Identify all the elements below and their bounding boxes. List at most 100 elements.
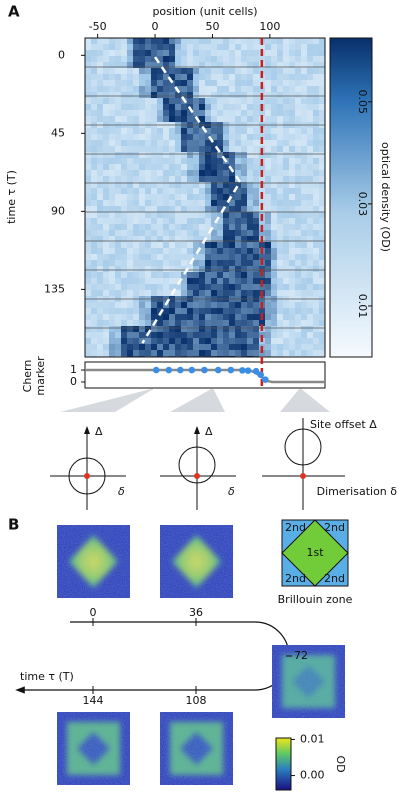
heat-cell (175, 164, 181, 170)
heat-cell (151, 50, 157, 56)
heat-cell (283, 116, 289, 122)
heat-cell (109, 170, 115, 176)
heat-cell (313, 98, 319, 104)
heat-cell (295, 116, 301, 122)
heat-cell (169, 344, 175, 350)
heat-cell (91, 254, 97, 260)
heat-cell (199, 338, 205, 344)
heat-cell (205, 200, 211, 206)
heat-cell (175, 134, 181, 140)
heat-cell (223, 110, 229, 116)
heat-cell (277, 74, 283, 80)
heat-cell (181, 200, 187, 206)
heat-cell (193, 164, 199, 170)
heat-cell (169, 248, 175, 254)
heat-cell (205, 68, 211, 74)
heat-cell (85, 140, 91, 146)
heat-cell (103, 80, 109, 86)
heat-cell (85, 278, 91, 284)
heat-cell (121, 50, 127, 56)
heat-cell (313, 278, 319, 284)
heat-cell (319, 116, 325, 122)
heat-cell (151, 194, 157, 200)
heat-cell (277, 50, 283, 56)
heat-cell (247, 272, 253, 278)
heat-cell (115, 302, 121, 308)
heat-cell (295, 224, 301, 230)
heat-cell (313, 344, 319, 350)
heat-cell (235, 74, 241, 80)
noise (57, 525, 130, 598)
heat-cell (187, 68, 193, 74)
heat-cell (223, 260, 229, 266)
heat-cell (235, 158, 241, 164)
heat-cell (265, 242, 271, 248)
heat-cell (271, 146, 277, 152)
heat-cell (319, 206, 325, 212)
heat-cell (319, 236, 325, 242)
heat-cell (181, 260, 187, 266)
heat-cell (211, 110, 217, 116)
heat-cell (319, 92, 325, 98)
chern-point (188, 366, 196, 374)
heat-cell (271, 218, 277, 224)
heat-cell (205, 218, 211, 224)
heat-cell (133, 50, 139, 56)
heat-cell (127, 338, 133, 344)
heat-cell (91, 140, 97, 146)
heat-cell (163, 164, 169, 170)
heat-cell (205, 338, 211, 344)
heat-cell (145, 98, 151, 104)
heat-cell (121, 200, 127, 206)
heat-cell (115, 62, 121, 68)
heat-cell (277, 128, 283, 134)
heat-cell (307, 62, 313, 68)
heat-cell (307, 290, 313, 296)
heat-cell (145, 188, 151, 194)
heat-cell (295, 284, 301, 290)
heat-cell (301, 218, 307, 224)
heat-cell (283, 146, 289, 152)
heat-cell (169, 110, 175, 116)
heat-cell (97, 146, 103, 152)
heat-cell (85, 164, 91, 170)
heat-cell (85, 134, 91, 140)
heat-cell (151, 92, 157, 98)
heat-cell (121, 206, 127, 212)
chern-label: marker (34, 356, 47, 396)
heat-cell (283, 62, 289, 68)
heat-cell (175, 194, 181, 200)
heat-cell (319, 272, 325, 278)
heat-cell (163, 236, 169, 242)
heat-cell (175, 68, 181, 74)
heat-cell (127, 38, 133, 44)
heat-cell (247, 104, 253, 110)
x-tick-label: 100 (259, 20, 280, 33)
heat-cell (313, 170, 319, 176)
heat-cell (211, 254, 217, 260)
heat-cell (157, 260, 163, 266)
heat-cell (193, 218, 199, 224)
heat-cell (313, 284, 319, 290)
heat-cell (199, 224, 205, 230)
heat-cell (301, 236, 307, 242)
heat-cell (109, 158, 115, 164)
heat-cell (91, 212, 97, 218)
heat-cell (85, 314, 91, 320)
heat-cell (217, 86, 223, 92)
heat-cell (103, 140, 109, 146)
heat-cell (211, 200, 217, 206)
heat-cell (223, 236, 229, 242)
heat-cell (169, 104, 175, 110)
heat-cell (91, 116, 97, 122)
diagram-label: Dimerisation δ (317, 485, 398, 498)
heat-cell (97, 80, 103, 86)
heat-cell (217, 164, 223, 170)
heat-cell (97, 284, 103, 290)
heat-cell (169, 350, 175, 356)
heat-cell (91, 44, 97, 50)
heat-cell (289, 350, 295, 356)
heat-cell (181, 206, 187, 212)
heat-cell (97, 56, 103, 62)
heat-cell (253, 62, 259, 68)
